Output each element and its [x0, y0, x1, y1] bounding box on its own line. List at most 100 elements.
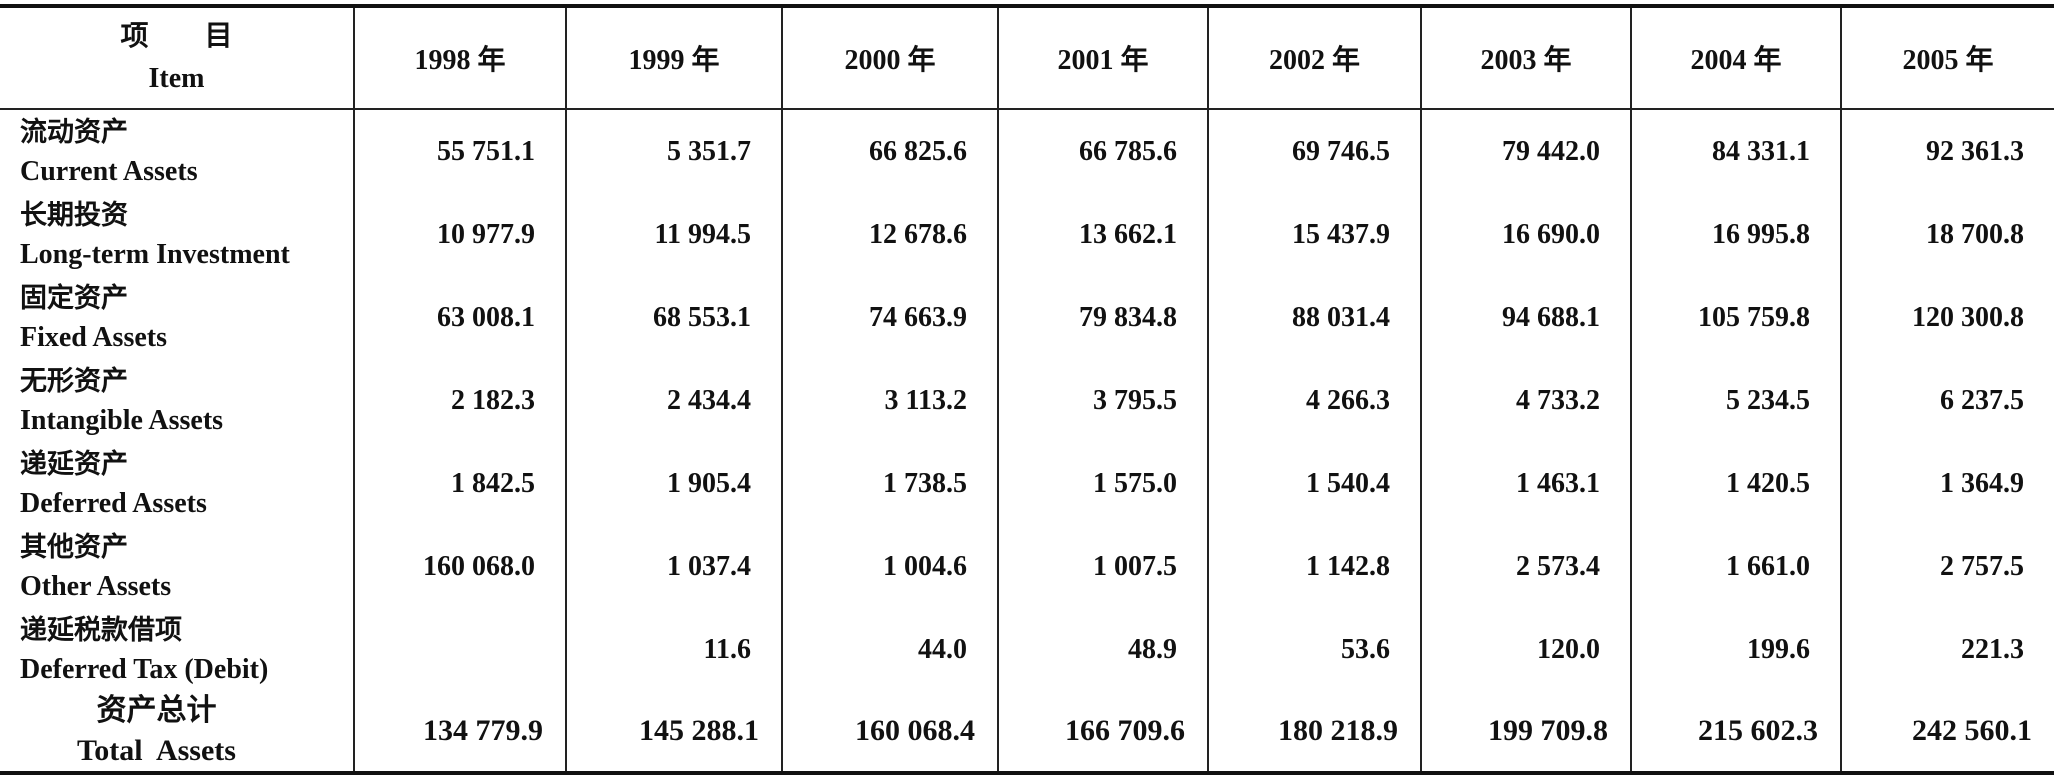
- year-header: 2000 年: [781, 4, 998, 110]
- value-cell: 74 663.9: [781, 276, 998, 359]
- value-cell: 69 746.5: [1207, 109, 1421, 193]
- row-label-zh: 递延资产: [20, 448, 128, 479]
- data-row: 递延资产 Deferred Assets 1 842.5 1 905.4 1 738.5…: [0, 442, 2054, 525]
- value-cell: 2 573.4: [1420, 525, 1631, 608]
- year-header: 1998 年: [353, 4, 566, 110]
- value-cell: 1 142.8: [1207, 525, 1421, 608]
- value-cell: 3 113.2: [781, 359, 998, 442]
- row-label: 长期投资 Long-term Investment: [0, 193, 354, 276]
- value-cell: 2 182.3: [353, 359, 566, 442]
- value-cell: 3 795.5: [997, 359, 1208, 442]
- value-cell: 5 351.7: [565, 109, 782, 193]
- value-cell: 4 266.3: [1207, 359, 1421, 442]
- value-cell: 16 995.8: [1630, 193, 1841, 276]
- value-cell: 79 834.8: [997, 276, 1208, 359]
- value-cell: 1 661.0: [1630, 525, 1841, 608]
- value-cell: 68 553.1: [565, 276, 782, 359]
- value-cell: 120.0: [1420, 608, 1631, 691]
- row-label-en: Intangible Assets: [20, 404, 224, 436]
- row-label-zh: 固定资产: [20, 282, 128, 313]
- value-cell: 160 068.0: [353, 525, 566, 608]
- item-header-zh: 项 目: [120, 21, 233, 52]
- table-body: 项 目 Item 1998 年 1999 年 2000 年 2001 年 2002 年 200…: [0, 4, 2054, 775]
- empty-cell: [353, 608, 566, 691]
- data-row: 长期投资 Long-term Investment 10 977.9 11 994.5…: [0, 193, 2054, 276]
- total-label-en: Total Assets: [77, 734, 236, 767]
- value-cell: 66 825.6: [781, 109, 998, 193]
- value-cell: 92 361.3: [1840, 109, 2054, 193]
- value-cell: 221.3: [1840, 608, 2054, 691]
- total-label: 资产总计 Total Assets: [0, 691, 354, 775]
- value-cell: 53.6: [1207, 608, 1421, 691]
- row-label: 递延税款借项 Deferred Tax (Debit): [0, 608, 354, 691]
- total-value: 199 709.8: [1420, 691, 1631, 775]
- total-value: 242 560.1: [1840, 691, 2054, 775]
- value-cell: 16 690.0: [1420, 193, 1631, 276]
- total-value: 215 602.3: [1630, 691, 1841, 775]
- year-header: 2002 年: [1207, 4, 1421, 110]
- value-cell: 2 434.4: [565, 359, 782, 442]
- item-header: 项 目 Item: [0, 4, 354, 110]
- value-cell: 48.9: [997, 608, 1208, 691]
- asset-table: 项 目 Item 1998 年 1999 年 2000 年 2001 年 2002 年 200…: [0, 4, 2054, 775]
- value-cell: 120 300.8: [1840, 276, 2054, 359]
- value-cell: 1 364.9: [1840, 442, 2054, 525]
- value-cell: 1 842.5: [353, 442, 566, 525]
- item-header-en: Item: [148, 63, 205, 94]
- row-label-en: Current Assets: [20, 155, 198, 187]
- value-cell: 6 237.5: [1840, 359, 2054, 442]
- value-cell: 66 785.6: [997, 109, 1208, 193]
- row-label: 无形资产 Intangible Assets: [0, 359, 354, 442]
- header-row: 项 目 Item 1998 年 1999 年 2000 年 2001 年 2002 年 200…: [0, 4, 2054, 110]
- value-cell: 11.6: [565, 608, 782, 691]
- value-cell: 5 234.5: [1630, 359, 1841, 442]
- value-cell: 1 463.1: [1420, 442, 1631, 525]
- data-row: 流动资产 Current Assets 55 751.1 5 351.7 66 825.…: [0, 109, 2054, 193]
- data-row: 固定资产 Fixed Assets 63 008.1 68 553.1 74 663.9…: [0, 276, 2054, 359]
- value-cell: 2 757.5: [1840, 525, 2054, 608]
- value-cell: 63 008.1: [353, 276, 566, 359]
- value-cell: 18 700.8: [1840, 193, 2054, 276]
- row-label: 其他资产 Other Assets: [0, 525, 354, 608]
- value-cell: 10 977.9: [353, 193, 566, 276]
- year-header: 2003 年: [1420, 4, 1631, 110]
- value-cell: 199.6: [1630, 608, 1841, 691]
- value-cell: 84 331.1: [1630, 109, 1841, 193]
- value-cell: 1 007.5: [997, 525, 1208, 608]
- row-label-zh: 其他资产: [20, 531, 128, 562]
- value-cell: 15 437.9: [1207, 193, 1421, 276]
- value-cell: 1 575.0: [997, 442, 1208, 525]
- row-label: 流动资产 Current Assets: [0, 109, 354, 193]
- year-header: 1999 年: [565, 4, 782, 110]
- row-label-en: Other Assets: [20, 570, 172, 602]
- total-value: 180 218.9: [1207, 691, 1421, 775]
- value-cell: 44.0: [781, 608, 998, 691]
- row-label-zh: 递延税款借项: [20, 614, 182, 645]
- value-cell: 1 037.4: [565, 525, 782, 608]
- year-header: 2005 年: [1840, 4, 2054, 110]
- total-row: 资产总计 Total Assets 134 779.9 145 288.1 160 06…: [0, 691, 2054, 775]
- value-cell: 55 751.1: [353, 109, 566, 193]
- row-label-en: Long-term Investment: [20, 238, 290, 270]
- data-row: 无形资产 Intangible Assets 2 182.3 2 434.4 3 113…: [0, 359, 2054, 442]
- value-cell: 88 031.4: [1207, 276, 1421, 359]
- row-label-en: Deferred Assets: [20, 487, 207, 519]
- total-value: 166 709.6: [997, 691, 1208, 775]
- value-cell: 1 905.4: [565, 442, 782, 525]
- value-cell: 4 733.2: [1420, 359, 1631, 442]
- value-cell: 79 442.0: [1420, 109, 1631, 193]
- data-row: 其他资产 Other Assets 160 068.0 1 037.4 1 004.6 1…: [0, 525, 2054, 608]
- value-cell: 12 678.6: [781, 193, 998, 276]
- value-cell: 1 420.5: [1630, 442, 1841, 525]
- value-cell: 1 004.6: [781, 525, 998, 608]
- row-label-zh: 流动资产: [20, 116, 128, 147]
- data-row: 递延税款借项 Deferred Tax (Debit) 11.6 44.0 48.9 53…: [0, 608, 2054, 691]
- year-header: 2001 年: [997, 4, 1208, 110]
- total-label-zh: 资产总计: [96, 694, 217, 727]
- value-cell: 13 662.1: [997, 193, 1208, 276]
- value-cell: 94 688.1: [1420, 276, 1631, 359]
- row-label-en: Deferred Tax (Debit): [20, 653, 269, 685]
- row-label-zh: 长期投资: [20, 199, 128, 230]
- row-label: 固定资产 Fixed Assets: [0, 276, 354, 359]
